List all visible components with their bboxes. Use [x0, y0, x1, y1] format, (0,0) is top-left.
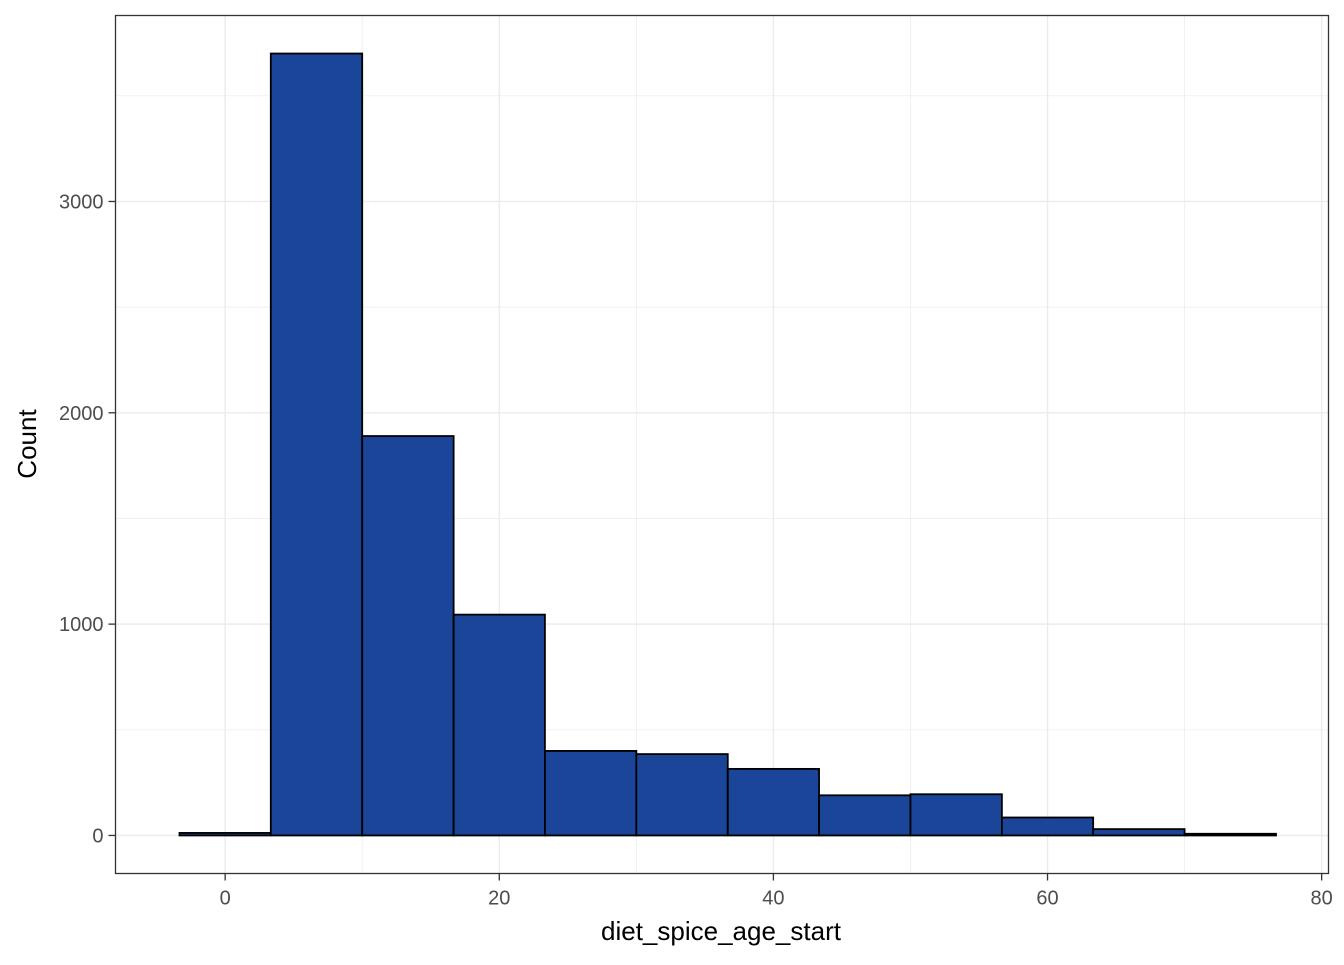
y-axis-title: Count — [12, 409, 42, 479]
x-tick-label: 60 — [1036, 888, 1058, 910]
x-tick-label: 0 — [220, 888, 231, 910]
histogram-bar-4 — [544, 750, 638, 837]
y-axis-ticks: 0 1000 2000 3000 — [59, 191, 116, 847]
x-tick-label: 40 — [762, 888, 784, 910]
y-tick-label: 2000 — [59, 403, 104, 425]
x-tick-label: 20 — [488, 888, 510, 910]
y-tick-label: 0 — [92, 825, 103, 847]
y-tick-label: 3000 — [59, 191, 104, 213]
histogram-bar-6 — [726, 767, 820, 837]
histogram-bar-1 — [269, 52, 364, 837]
histogram-bar-9 — [1000, 816, 1095, 837]
x-axis-ticks: 0 20 40 60 80 — [220, 873, 1333, 910]
histogram-bar-5 — [635, 753, 729, 837]
histogram-bar-3 — [452, 613, 546, 837]
histogram-bar-10 — [1092, 828, 1186, 837]
histogram-bar-11 — [1183, 832, 1277, 837]
histogram-bars — [178, 52, 1277, 837]
x-axis-title: diet_spice_age_start — [601, 916, 842, 946]
histogram-bar-0 — [178, 832, 272, 837]
panel-border — [114, 14, 1330, 875]
x-tick-label: 80 — [1311, 888, 1333, 910]
histogram-bar-2 — [361, 435, 455, 837]
histogram-bar-8 — [909, 793, 1003, 837]
y-tick-label: 1000 — [59, 614, 104, 636]
histogram-bar-7 — [818, 794, 912, 837]
